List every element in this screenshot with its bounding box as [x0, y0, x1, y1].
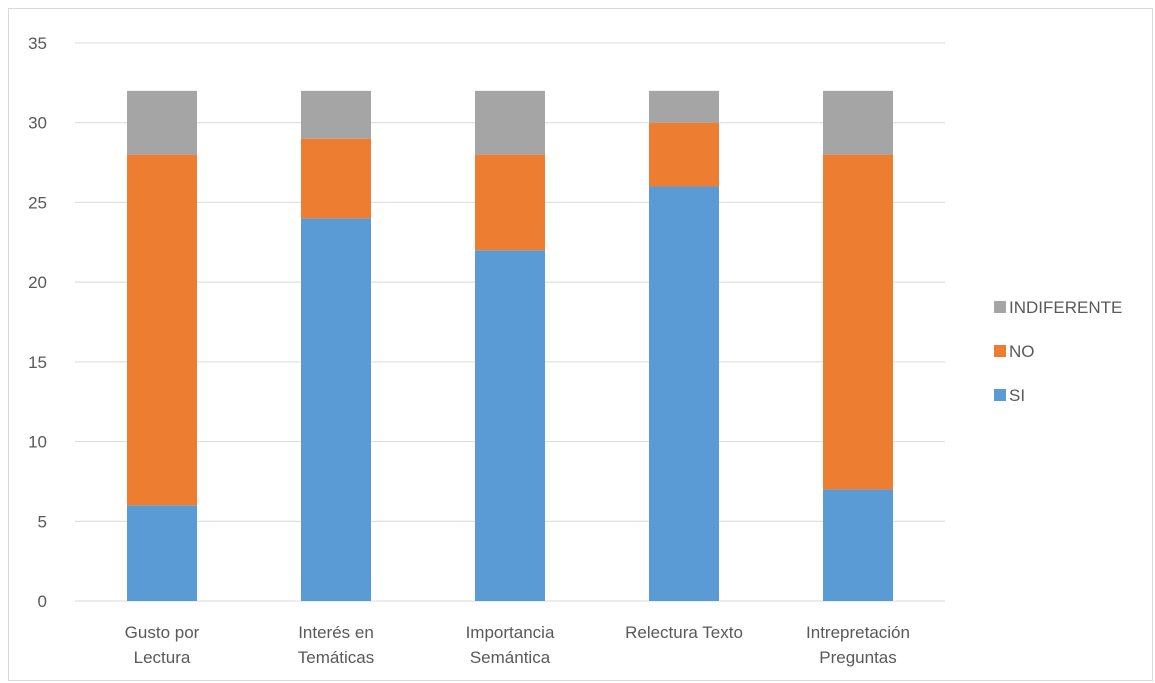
legend-swatch	[994, 301, 1006, 313]
x-axis-categories: Gusto por Lectura Interés en Temáticas Impor…	[125, 623, 910, 667]
legend-item-no: NO	[994, 342, 1035, 361]
legend-label: NO	[1009, 342, 1035, 361]
legend-label: INDIFERENTE	[1009, 298, 1122, 317]
x-category-label: Intrepretación Preguntas	[806, 623, 910, 667]
x-category-label: Importancia Semántica	[466, 623, 555, 667]
bar-segment-no	[475, 154, 545, 251]
x-category-label: Gusto por Lectura	[125, 623, 200, 667]
bar-segment-indiferente	[649, 90, 719, 123]
bar-segment-si	[823, 489, 893, 601]
bar-segment-indiferente	[301, 90, 371, 139]
y-tick-label: 0	[38, 592, 47, 611]
y-tick-label: 20	[28, 273, 47, 292]
bars	[127, 90, 893, 601]
y-tick-label: 35	[28, 34, 47, 53]
legend-label: SI	[1009, 386, 1025, 405]
bar-segment-no	[823, 154, 893, 490]
bar-segment-no	[649, 122, 719, 187]
bar-segment-si	[475, 250, 545, 601]
bar-segment-indiferente	[475, 90, 545, 155]
bar-segment-no	[301, 138, 371, 219]
bar-segment-si	[301, 218, 371, 601]
bar-segment-no	[127, 154, 197, 506]
legend-swatch	[994, 389, 1006, 401]
bar-segment-indiferente	[823, 90, 893, 155]
chart-frame	[8, 8, 1153, 681]
legend-item-si: SI	[994, 386, 1025, 405]
y-tick-label: 10	[28, 433, 47, 452]
legend-item-indiferente: INDIFERENTE	[994, 298, 1122, 317]
y-tick-label: 15	[28, 353, 47, 372]
y-tick-label: 25	[28, 193, 47, 212]
bar-segment-indiferente	[127, 90, 197, 155]
bar-segment-si	[649, 186, 719, 601]
legend-swatch	[994, 345, 1006, 357]
bar-segment-si	[127, 505, 197, 601]
y-tick-label: 30	[28, 114, 47, 133]
y-tick-label: 5	[38, 512, 47, 531]
y-axis-ticks: 0 5 10 15 20 25 30 35	[28, 34, 47, 611]
x-category-label: Interés en Temáticas	[298, 623, 375, 667]
legend: INDIFERENTE NO SI	[994, 298, 1122, 405]
x-category-label: Relectura Texto	[625, 623, 743, 642]
